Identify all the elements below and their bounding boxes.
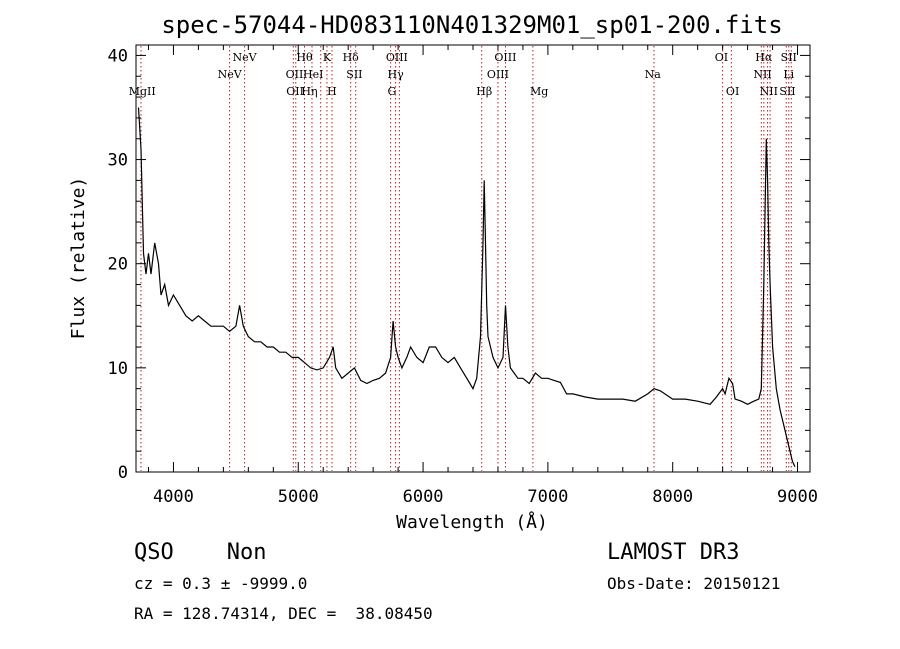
emission-line-label: Na xyxy=(645,68,662,81)
x-axis-label: Wavelength (Å) xyxy=(396,511,548,533)
emission-line-label: K xyxy=(323,51,332,64)
emission-line-label: SII xyxy=(781,51,797,64)
emission-line-label: NII xyxy=(753,68,771,81)
x-tick-label: 7000 xyxy=(527,487,568,507)
spectrum-line xyxy=(137,107,796,468)
chart-title: spec-57044-HD083110N401329M01_sp01-200.f… xyxy=(161,11,782,39)
emission-line-label: HeI xyxy=(303,68,323,81)
plot-frame xyxy=(135,44,811,473)
emission-line-label: Hδ xyxy=(343,51,360,64)
emission-line-label: NeV xyxy=(218,68,243,81)
emission-line-label: OII xyxy=(286,85,304,98)
y-tick-label: 0 xyxy=(118,463,128,483)
emission-line-label: OI xyxy=(726,85,739,98)
emission-line-label: Mg xyxy=(530,85,548,98)
emission-line-label: SII xyxy=(346,68,362,81)
y-tick-label: 30 xyxy=(108,151,128,171)
emission-line-label: NeV xyxy=(233,51,258,64)
emission-line-label: Hβ xyxy=(476,85,492,98)
emission-line-label: OIII xyxy=(386,51,408,64)
object-class: QSO Non xyxy=(134,540,267,565)
redshift-line: cz = 0.3 ± -9999.0 xyxy=(134,574,308,593)
coordinates: RA = 128.74314, DEC = 38.08450 xyxy=(134,604,433,623)
emission-line-markers xyxy=(140,46,792,471)
emission-line-label: NII xyxy=(760,85,778,98)
emission-line-label: Hη xyxy=(301,85,317,98)
x-axis-ticks: 4000 5000 6000 7000 8000 9000 xyxy=(147,45,818,507)
emission-line-label: OIII xyxy=(494,51,516,64)
emission-line-label: Hα xyxy=(755,51,773,64)
emission-line-label: OIII xyxy=(487,68,509,81)
y-tick-label: 20 xyxy=(108,255,128,275)
emission-line-label: OI xyxy=(715,51,728,64)
y-axis-ticks: 0 10 20 30 40 xyxy=(108,46,810,483)
y-axis-label: Flux (relative) xyxy=(68,177,89,340)
x-tick-label: 9000 xyxy=(777,487,818,507)
emission-line-label: MgII xyxy=(129,85,156,98)
emission-line-label: SII xyxy=(779,85,795,98)
x-tick-label: 5000 xyxy=(278,487,319,507)
survey-name: LAMOST DR3 xyxy=(607,540,740,565)
obs-date: Obs-Date: 20150121 xyxy=(607,574,781,593)
x-tick-label: 6000 xyxy=(403,487,444,507)
y-tick-label: 10 xyxy=(108,359,128,379)
y-tick-label: 40 xyxy=(108,46,128,66)
emission-line-label: Hγ xyxy=(388,68,405,81)
emission-line-label: H xyxy=(327,85,337,98)
emission-line-label: Li xyxy=(783,68,794,81)
emission-line-label: Hθ xyxy=(296,51,313,64)
x-tick-label: 4000 xyxy=(153,487,194,507)
x-tick-label: 8000 xyxy=(652,487,693,507)
emission-line-label: OII xyxy=(286,68,304,81)
emission-line-label: G xyxy=(387,85,396,98)
emission-line-labels: MgII NeV NeV OII OII Hθ HeI Hη K H Hδ SII OIII Hγ G Hβ O… xyxy=(129,51,797,98)
